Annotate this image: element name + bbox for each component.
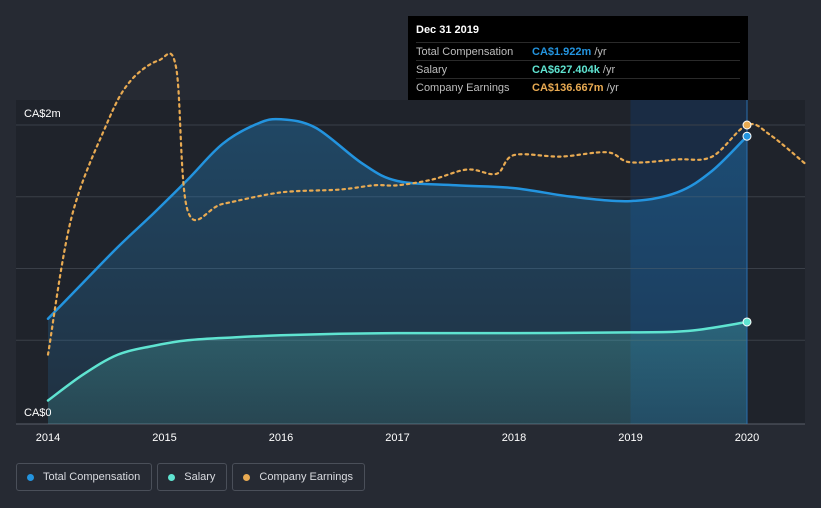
legend-dot-icon xyxy=(243,473,251,481)
tooltip-row-company-earnings: Company Earnings CA$136.667m /yr xyxy=(416,78,740,96)
marker-total-compensation xyxy=(742,131,752,141)
tooltip-unit: /yr xyxy=(602,63,616,76)
marker-salary xyxy=(742,317,752,327)
legend-item-company-earnings[interactable]: Company Earnings xyxy=(232,463,365,491)
tooltip: Dec 31 2019 Total Compensation CA$1.922m… xyxy=(408,16,748,100)
tooltip-title: Dec 31 2019 xyxy=(416,24,479,36)
y-axis: CA$0 CA$2m xyxy=(24,108,61,419)
series-line-total-compensation xyxy=(46,117,749,320)
x-axis: 2014 2015 2016 2017 2018 2019 2020 xyxy=(36,432,759,444)
tooltip-value: CA$1.922m xyxy=(532,45,592,58)
tooltip-label: Total Compensation xyxy=(416,45,514,58)
y-tick-label: CA$0 xyxy=(24,407,52,419)
tooltip-unit: /yr xyxy=(606,81,619,94)
tooltip-row-total-compensation: Total Compensation CA$1.922m /yr xyxy=(416,42,740,60)
x-tick-label: 2019 xyxy=(618,432,642,444)
legend-label: Total Compensation xyxy=(43,471,141,483)
tooltip-label: Salary xyxy=(416,63,448,76)
tooltip-unit: /yr xyxy=(594,45,607,58)
legend-label: Company Earnings xyxy=(259,471,353,483)
tooltip-row-salary: Salary CA$627.404k /yr xyxy=(416,60,740,78)
legend-item-salary[interactable]: Salary xyxy=(157,463,228,491)
marker-company-earnings xyxy=(742,120,752,130)
area-salary xyxy=(48,322,747,424)
legend-dot-icon xyxy=(168,473,176,481)
legend-dot-icon xyxy=(27,473,34,481)
x-tick-label: 2016 xyxy=(269,432,293,444)
series-lines xyxy=(46,52,807,402)
hover-markers xyxy=(742,120,752,327)
x-tick-label: 2018 xyxy=(502,432,526,444)
tooltip-value: CA$136.667m xyxy=(532,81,604,94)
series-areas xyxy=(48,119,747,425)
x-tick-label: 2015 xyxy=(152,432,176,444)
legend-item-total-compensation[interactable]: Total Compensation xyxy=(16,463,153,491)
legend-label: Salary xyxy=(184,471,216,483)
x-tick-label: 2017 xyxy=(385,432,409,444)
x-tick-label: 2014 xyxy=(36,432,60,444)
y-tick-label: CA$2m xyxy=(24,108,61,120)
series-line-salary xyxy=(46,320,749,402)
series-line-company-earnings xyxy=(46,52,807,356)
x-tick-label: 2020 xyxy=(735,432,759,444)
tooltip-label: Company Earnings xyxy=(416,81,510,94)
legend: Total Compensation Salary Company Earnin… xyxy=(16,463,365,491)
tooltip-value: CA$627.404k xyxy=(532,63,600,76)
